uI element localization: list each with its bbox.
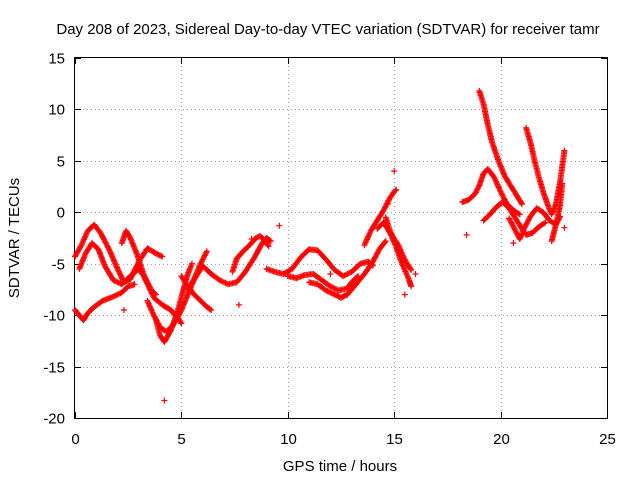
data-point — [515, 210, 522, 217]
series-arc-16 — [459, 166, 523, 218]
data-point — [463, 231, 470, 238]
data-point — [392, 187, 399, 194]
x-tick-label: 20 — [493, 431, 510, 448]
y-tick-label: -5 — [52, 257, 65, 274]
data-point — [115, 267, 122, 274]
series-arc-18 — [480, 199, 549, 238]
x-tick-label: 25 — [599, 431, 616, 448]
data-point — [167, 328, 174, 335]
data-point — [203, 248, 210, 255]
data-point — [267, 238, 274, 245]
series-arc-17 — [476, 87, 525, 208]
series-arc-10 — [263, 246, 376, 280]
data-point — [110, 293, 117, 300]
data-point — [408, 266, 415, 273]
data-point — [561, 224, 568, 231]
data-point — [510, 240, 517, 247]
series-arc-13 — [361, 186, 400, 249]
data-point — [178, 320, 185, 327]
y-tick-label: 5 — [57, 154, 65, 171]
series-arc-11 — [284, 271, 361, 294]
series-arc-12 — [306, 238, 389, 301]
tick-labels: 0 5 10 15 20 25 -20 -15 -10 -5 0 5 10 15 — [43, 51, 616, 449]
data-point — [248, 236, 255, 242]
x-tick-label: 15 — [386, 431, 403, 448]
series-arc-8 — [184, 235, 274, 293]
data-point — [382, 238, 389, 245]
data-point — [264, 242, 271, 248]
series-arc-9 — [229, 232, 272, 275]
data-point — [518, 199, 525, 206]
data-point — [401, 291, 408, 298]
y-tick-label: 0 — [57, 205, 65, 222]
y-tick-label: 10 — [48, 102, 65, 119]
data-point — [559, 180, 566, 187]
y-tick-label: -20 — [43, 411, 65, 428]
axis-ticks — [75, 58, 608, 419]
data-point — [161, 397, 168, 404]
plot-frame — [74, 57, 608, 419]
data-points — [72, 87, 568, 404]
data-point — [208, 307, 215, 313]
series-arc-20 — [523, 124, 568, 218]
series-arc-3 — [72, 281, 138, 324]
data-point — [516, 211, 523, 218]
series-scatter — [99, 168, 568, 404]
data-point — [110, 277, 117, 284]
data-point — [266, 237, 273, 244]
data-point — [120, 307, 127, 313]
data-point — [381, 239, 388, 246]
series-arc-15 — [382, 214, 415, 273]
series-arc-1 — [72, 221, 166, 286]
data-point — [384, 201, 391, 208]
data-point — [265, 243, 272, 250]
y-tick-label: -15 — [43, 360, 65, 377]
data-point — [207, 306, 214, 313]
y-tick-label: 15 — [48, 51, 65, 68]
y-tick-label: -10 — [43, 308, 65, 325]
series-arc-19 — [506, 205, 564, 242]
x-axis-label: GPS time / hours — [283, 458, 397, 475]
series-arc-21 — [548, 180, 566, 245]
data-point — [408, 283, 415, 290]
chart-title: Day 208 of 2023, Sidereal Day-to-day VTE… — [56, 21, 599, 38]
grid — [75, 58, 607, 418]
data-point — [513, 229, 520, 236]
data-point — [531, 227, 538, 234]
data-point — [391, 168, 398, 175]
data-point — [235, 301, 242, 308]
data-point — [177, 319, 184, 326]
data-point — [407, 265, 414, 272]
data-point — [412, 271, 419, 277]
data-point — [327, 271, 334, 277]
data-point — [77, 243, 84, 250]
x-tick-label: 10 — [280, 431, 297, 448]
data-point — [393, 186, 400, 193]
data-point — [518, 201, 525, 208]
data-point — [203, 249, 210, 256]
y-axis-label: SDTVAR / TECUs — [6, 178, 23, 298]
data-point — [276, 222, 283, 229]
data-point — [131, 281, 138, 288]
data-point — [542, 219, 549, 226]
data-point — [99, 234, 106, 240]
data-point — [561, 147, 568, 154]
data-point — [541, 220, 547, 227]
data-point — [189, 260, 195, 267]
data-point — [159, 253, 166, 260]
x-tick-label: 0 — [71, 431, 79, 448]
x-tick-label: 5 — [177, 431, 185, 448]
data-point — [117, 271, 124, 278]
